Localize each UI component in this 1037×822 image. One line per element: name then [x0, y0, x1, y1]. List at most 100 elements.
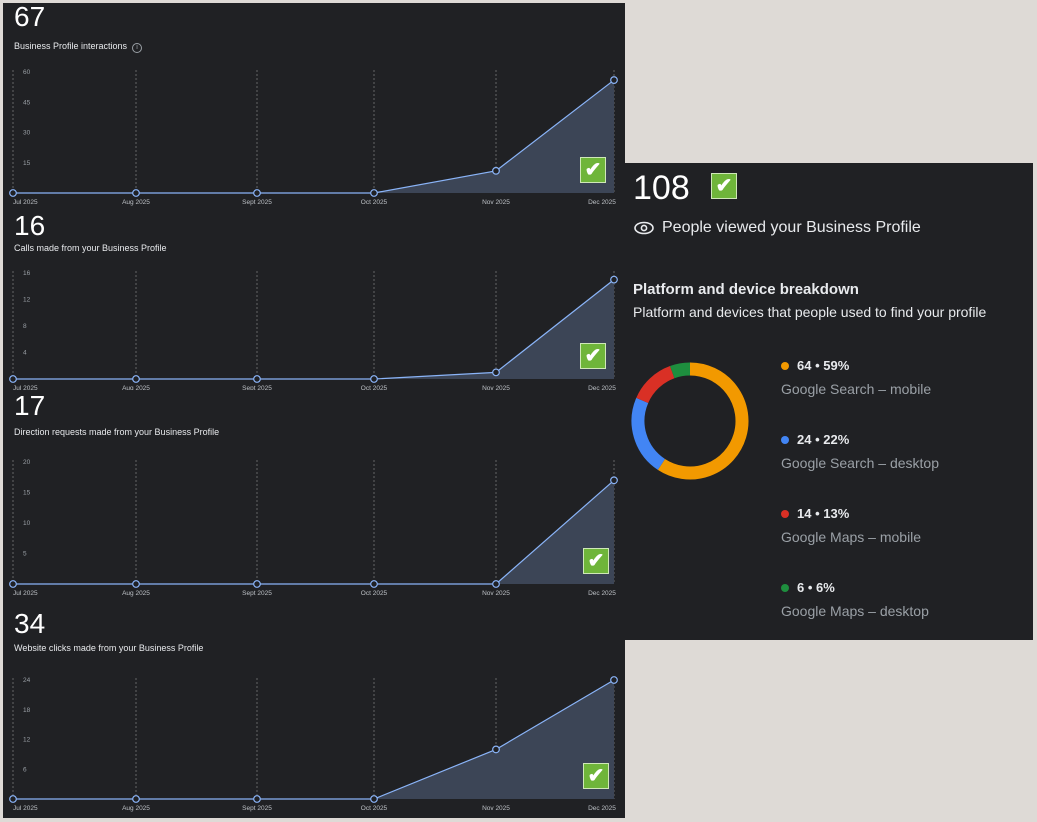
x-tick-label: Sept 2025 — [242, 385, 272, 390]
data-point — [253, 375, 261, 383]
info-icon[interactable]: i — [132, 43, 143, 53]
y-tick-label: 8 — [23, 323, 27, 330]
x-tick-label: Jul 2025 — [13, 805, 38, 812]
data-point — [370, 795, 378, 803]
views-label: People viewed your Business Profile — [662, 219, 921, 236]
x-tick-label: Nov 2025 — [482, 199, 510, 206]
metric-title: Business Profile interactions i — [14, 41, 143, 53]
y-tick-label: 60 — [23, 69, 31, 76]
legend-dot — [781, 510, 789, 518]
y-tick-label: 15 — [23, 490, 31, 497]
y-tick-label: 15 — [23, 160, 31, 167]
area-fill — [374, 279, 614, 379]
y-tick-label: 16 — [23, 270, 31, 277]
donut-slice — [636, 366, 675, 404]
check-icon: ✔ — [580, 343, 606, 369]
metric-title: Direction requests made from your Busine… — [14, 427, 220, 437]
y-tick-label: 10 — [23, 520, 31, 527]
y-tick-label: 12 — [23, 297, 31, 304]
x-tick-label: Dec 2025 — [588, 805, 616, 812]
donut-chart — [631, 362, 749, 480]
metric-total: 16 — [14, 210, 46, 241]
x-tick-label: Aug 2025 — [122, 805, 150, 812]
y-tick-label: 24 — [23, 677, 31, 684]
x-tick-label: Sept 2025 — [242, 590, 272, 597]
y-tick-label: 5 — [23, 551, 27, 558]
data-point — [253, 189, 261, 197]
x-tick-label: Nov 2025 — [482, 805, 510, 812]
x-tick-label: Dec 2025 — [588, 385, 616, 390]
legend-value: 6 • 6% — [797, 580, 835, 595]
data-point — [610, 476, 618, 485]
x-tick-label: Aug 2025 — [122, 590, 150, 597]
area-fill — [374, 480, 614, 584]
x-tick-label: Aug 2025 — [122, 385, 150, 390]
series-line — [13, 79, 615, 194]
data-point — [610, 76, 618, 84]
area-fill — [374, 680, 614, 799]
x-tick-label: Jul 2025 — [13, 385, 38, 390]
chart-panel: 34 Website clicks made from your Busines… — [3, 600, 625, 818]
data-point — [492, 368, 500, 377]
x-tick-label: Oct 2025 — [361, 805, 388, 812]
legend-value: 24 • 22% — [797, 432, 850, 447]
data-point — [370, 375, 378, 383]
check-icon: ✔ — [711, 173, 737, 199]
eye-icon — [634, 221, 654, 235]
x-tick-label: Oct 2025 — [361, 590, 388, 597]
data-point — [132, 189, 140, 197]
legend-label: Google Search – mobile — [781, 381, 932, 397]
legend-dot — [781, 584, 789, 592]
breakdown-subtitle: Platform and devices that people used to… — [633, 304, 987, 320]
data-point — [492, 166, 500, 175]
y-tick-label: 30 — [23, 130, 31, 137]
chart-panel: 16 Calls made from your Business Profile… — [3, 210, 625, 390]
data-point — [370, 580, 378, 588]
legend-item: 14 • 13% Google Maps – mobile — [781, 506, 921, 545]
data-point — [492, 580, 500, 588]
data-point — [370, 189, 378, 197]
x-tick-label: Jul 2025 — [13, 590, 38, 597]
y-tick-label: 18 — [23, 707, 31, 714]
metric-total: 17 — [14, 390, 46, 421]
area-chart: Jul 2025 Aug 2025 Sept 2025 Oct 2025 Nov 202… — [9, 270, 618, 390]
x-tick-label: Sept 2025 — [242, 199, 272, 206]
views-total: 108 — [633, 169, 690, 207]
data-point — [132, 795, 140, 803]
series-line — [13, 479, 615, 585]
x-tick-label: Nov 2025 — [482, 590, 510, 597]
donut-slice — [669, 362, 691, 379]
data-point — [132, 580, 140, 588]
data-point — [9, 795, 17, 803]
data-point — [9, 580, 17, 588]
legend-value: 14 • 13% — [797, 506, 850, 521]
x-tick-label: Dec 2025 — [588, 590, 616, 597]
metric-title: Website clicks made from your Business P… — [14, 643, 204, 653]
legend-dot — [781, 436, 789, 444]
data-point — [610, 275, 618, 284]
legend-label: Google Maps – mobile — [781, 529, 922, 545]
legend-label: Google Search – desktop — [781, 455, 939, 471]
x-tick-label: Aug 2025 — [122, 199, 150, 206]
area-chart: Jul 2025 Aug 2025 Sept 2025 Oct 2025 Nov 202… — [9, 676, 618, 812]
metric-title: Calls made from your Business Profile — [14, 243, 167, 253]
donut-slice — [631, 397, 666, 470]
check-icon: ✔ — [580, 157, 606, 183]
check-icon: ✔ — [583, 763, 609, 789]
legend-dot — [781, 362, 789, 370]
y-tick-label: 4 — [23, 350, 27, 357]
data-point — [253, 580, 261, 588]
data-point — [610, 676, 618, 684]
metric-total: 34 — [14, 608, 46, 639]
x-tick-label: Dec 2025 — [588, 199, 616, 206]
y-tick-label: 6 — [23, 766, 27, 773]
x-tick-label: Sept 2025 — [242, 805, 272, 812]
check-icon: ✔ — [583, 548, 609, 574]
series-line — [13, 679, 615, 800]
data-point — [492, 745, 500, 754]
metric-total: 67 — [14, 3, 46, 32]
area-fill — [374, 80, 614, 193]
chart-panel: 17 Direction requests made from your Bus… — [3, 390, 625, 600]
series-line — [13, 279, 615, 380]
data-point — [132, 375, 140, 383]
